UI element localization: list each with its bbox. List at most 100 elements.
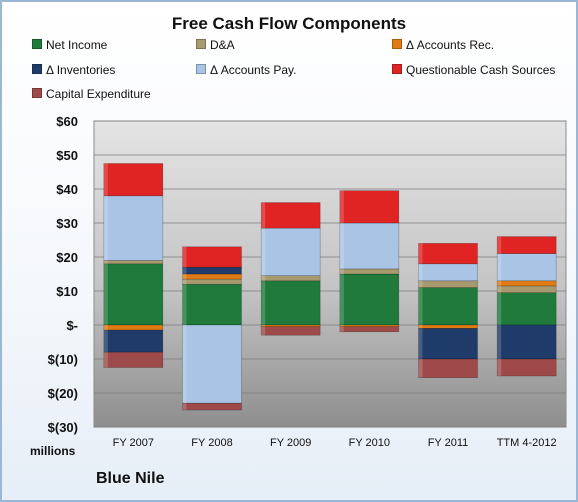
legend-label: Net Income [46,38,108,52]
bar-net-income [260,280,321,326]
bar-highlight [103,260,108,264]
bar-highlight [497,359,502,376]
x-tick-label: FY 2008 [191,437,232,449]
x-tick-label: FY 2010 [349,437,390,449]
legend-swatch [196,64,206,74]
bar-highlight [103,352,108,368]
legend-swatch [392,64,402,74]
bar-net-income [339,273,400,326]
legend-item-inventories: Δ Inventories [32,63,115,77]
bar-capital-expenditure [260,326,321,336]
bar-inventories [418,328,478,360]
chart-legend: Net Income D&A Δ Accounts Rec. Δ Inventorie… [0,0,578,110]
bar-highlight [339,190,344,223]
x-tick-label: FY 2007 [113,437,154,449]
bar-highlight [103,325,108,331]
bar-highlight [418,280,423,288]
y-tick-label: $(10) [48,352,78,367]
y-tick-label: $30 [56,216,78,231]
y-axis-unit-label: millions [30,444,76,458]
bar-capital-expenditure [339,326,400,333]
bar-d-a [260,275,321,282]
bar-highlight [182,246,187,268]
bar-highlight [261,275,266,281]
bar-d-a [182,278,242,285]
bar-accounts-pay [182,324,242,404]
bar-highlight [103,163,108,196]
y-tick-label: $- [66,318,78,333]
bar-highlight [339,223,344,269]
bar-questionable-cash-sources [339,190,400,224]
bar-d-a [339,268,400,275]
plot-area [93,120,567,428]
bar-highlight [103,263,108,325]
bar-questionable-cash-sources [182,246,242,268]
bar-highlight [182,403,187,410]
bar-questionable-cash-sources [418,243,478,265]
bar-inventories [182,266,242,275]
bar-highlight [261,326,266,336]
legend-item-d-a: D&A [196,38,235,52]
bar-highlight [497,292,502,325]
y-tick-label: $(30) [48,420,78,435]
x-tick-label: TTM 4-2012 [497,437,557,449]
bar-highlight [497,285,502,293]
legend-item-questionable-cash-sources: Questionable Cash Sources [392,63,555,77]
bar-highlight [261,280,266,325]
legend-item-net-income: Net Income [32,38,107,52]
legend-label: Δ Inventories [46,63,116,77]
bar-net-income [418,287,478,326]
bar-questionable-cash-sources [496,236,557,254]
legend-swatch [32,88,42,98]
chart-title: Free Cash Flow Components [171,14,407,33]
bar-highlight [497,280,502,286]
bar-highlight [103,195,108,261]
bar-d-a [103,260,164,265]
bar-capital-expenditure [103,351,164,368]
bar-highlight [418,287,423,325]
legend-label: Δ Accounts Pay. [210,63,297,77]
y-tick-label: $20 [56,250,78,265]
company-name: Blue Nile [96,470,165,487]
bar-highlight [339,274,344,325]
bar-highlight [182,284,187,325]
bar-highlight [497,236,502,254]
legend-item-accounts-pay: Δ Accounts Pay. [196,63,297,77]
y-tick-label: $50 [56,148,78,163]
bar-highlight [418,328,423,359]
bar-capital-expenditure [418,358,478,379]
bar-highlight [182,279,187,285]
bar-highlight [261,228,266,276]
bar-highlight [339,268,344,274]
bar-questionable-cash-sources [103,163,164,197]
y-tick-label: $(20) [48,386,78,401]
bar-highlight [103,330,108,353]
bar-accounts-pay [103,195,164,261]
x-tick-label: FY 2011 [428,437,469,449]
y-tick-label: $10 [56,284,78,299]
legend-label: Capital Expenditure [46,87,151,101]
bar-accounts-pay [496,253,557,282]
bar-highlight [497,253,502,281]
y-tick-label: $60 [56,114,78,129]
bar-questionable-cash-sources [260,202,321,229]
bar-capital-expenditure [496,358,557,377]
bar-highlight [418,263,423,281]
bar-accounts-rec [418,324,478,329]
bar-highlight [182,325,187,404]
legend-item-accounts-rec: Δ Accounts Rec. [392,38,494,52]
bar-accounts-pay [339,222,400,270]
bar-net-income [103,263,164,326]
legend-label: Questionable Cash Sources [406,63,556,77]
bar-accounts-rec [182,273,242,280]
bar-highlight [339,326,344,332]
bar-highlight [497,325,502,359]
bar-accounts-pay [260,227,321,277]
bar-highlight [339,325,344,327]
bar-highlight [418,243,423,264]
legend-swatch [32,39,42,49]
legend-swatch [196,39,206,49]
legend-item-capital-expenditure: Capital Expenditure [32,87,151,101]
bar-net-income [182,283,242,326]
